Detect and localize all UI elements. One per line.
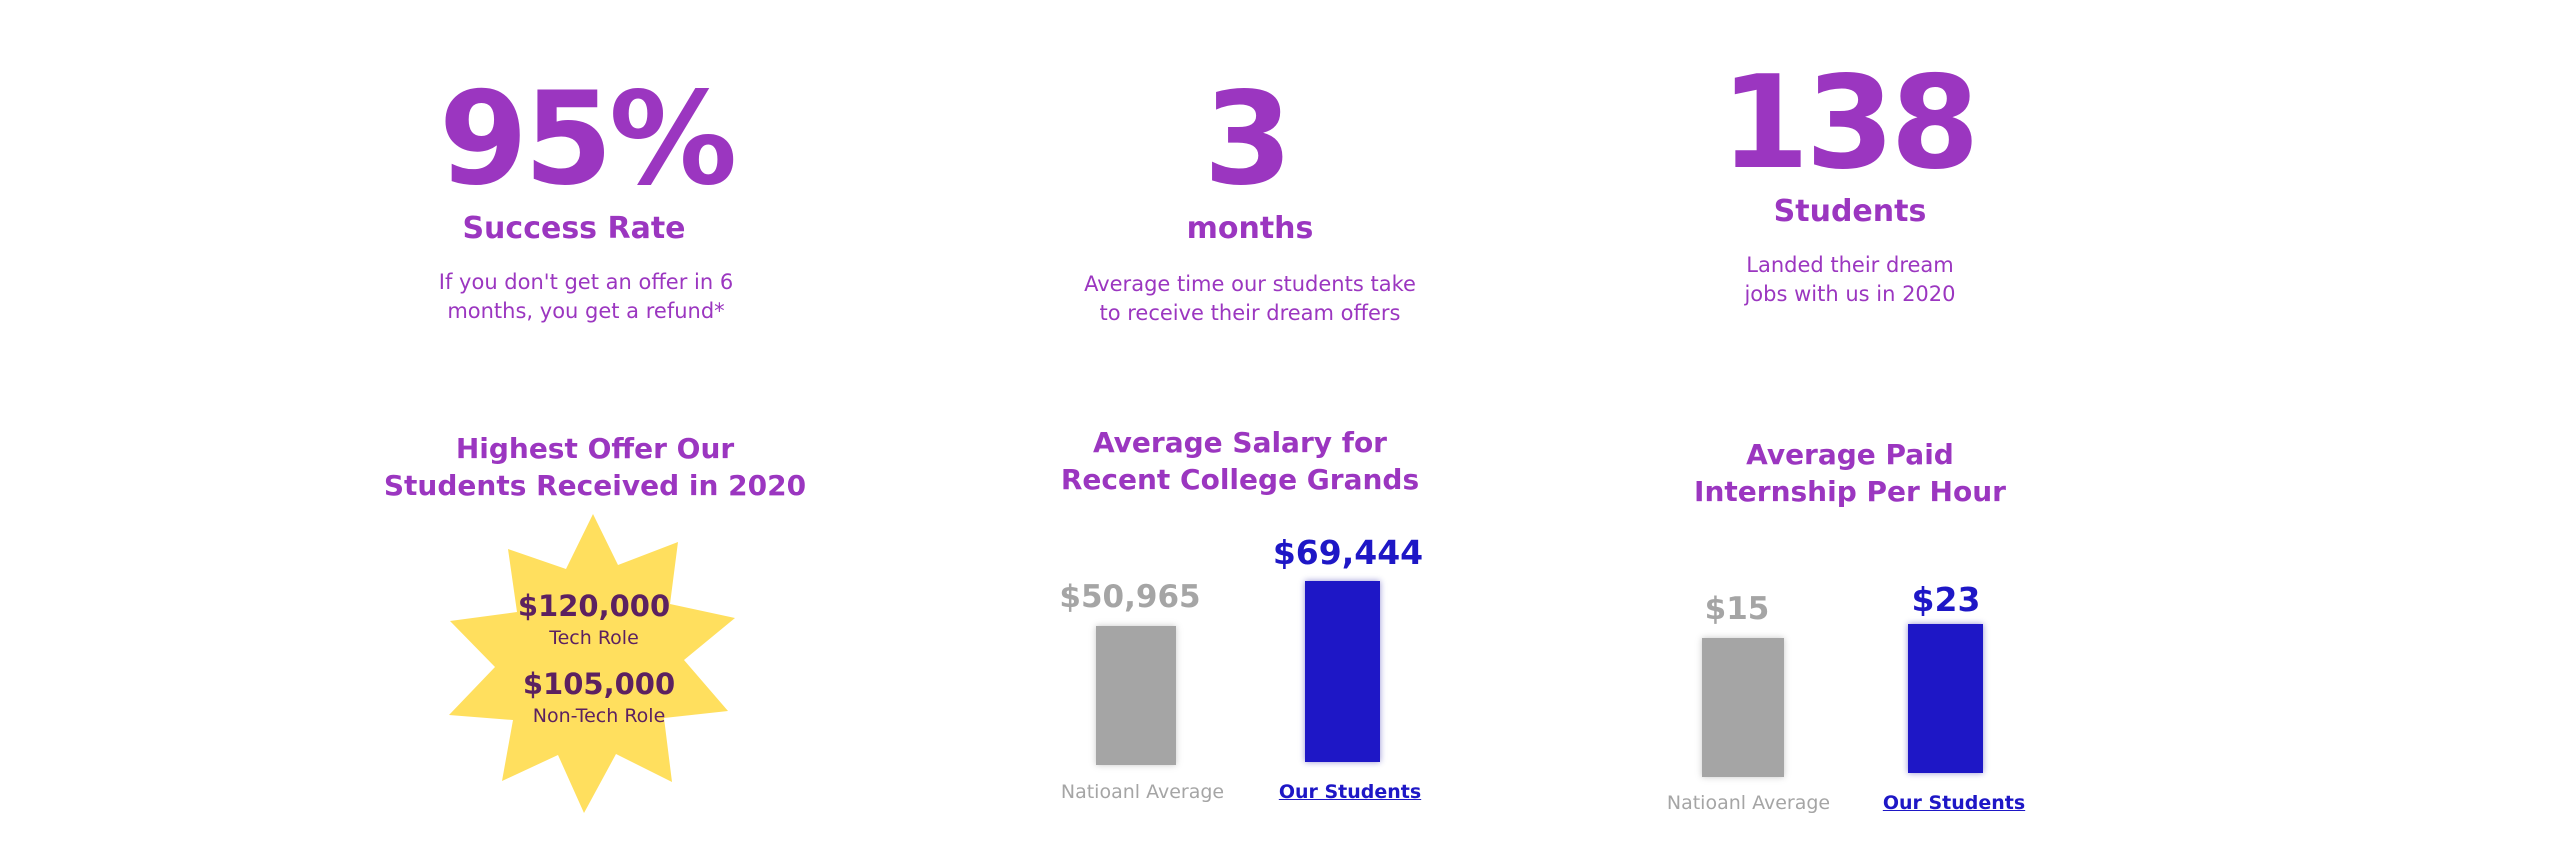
section-title: Highest Offer Our — [455, 432, 735, 465]
non-tech-role-value: $105,000 — [522, 667, 676, 701]
stat-number: 3 — [1203, 65, 1292, 214]
stat-description-line: Average time our students take — [1084, 272, 1416, 296]
section-title: Average Salary for — [1093, 426, 1387, 459]
our-students-value: $23 — [1911, 580, 1981, 619]
our-students-link[interactable]: Our Students — [1278, 781, 1422, 803]
stat-label: Students — [1773, 194, 1927, 229]
national-average-label: Natioanl Average — [1060, 781, 1225, 803]
section-title: Students Received in 2020 — [383, 469, 807, 502]
non-tech-role-label: Non-Tech Role — [532, 705, 666, 727]
stat-number: 138 — [1720, 49, 1979, 198]
stat-description-line: jobs with us in 2020 — [1744, 282, 1956, 306]
our-students-value: $69,444 — [1272, 533, 1424, 572]
stat-number: 95% — [438, 65, 737, 214]
stat-description-line: Landed their dream — [1746, 253, 1954, 277]
section-title: Average Paid — [1746, 438, 1954, 471]
stat-label: Success Rate — [462, 211, 686, 246]
national-average-bar — [1702, 638, 1784, 777]
section-title: Internship Per Hour — [1694, 475, 2006, 508]
section-title: Recent College Grands — [1060, 463, 1420, 496]
national-average-value: $50,965 — [1059, 579, 1201, 615]
tech-role-value: $120,000 — [517, 589, 671, 623]
stat-description-line: If you don't get an offer in 6 — [438, 270, 734, 294]
national-average-label: Natioanl Average — [1666, 792, 1831, 814]
national-average-bar — [1096, 626, 1176, 765]
our-students-bar — [1908, 624, 1983, 773]
national-average-value: $15 — [1704, 591, 1770, 627]
starburst-badge — [449, 514, 735, 813]
stat-description-line: to receive their dream offers — [1099, 301, 1401, 325]
our-students-bar — [1305, 581, 1380, 762]
stat-description-line: months, you get a refund* — [447, 299, 725, 323]
stat-label: months — [1186, 211, 1314, 246]
tech-role-label: Tech Role — [549, 627, 639, 649]
our-students-link[interactable]: Our Students — [1882, 792, 2026, 814]
